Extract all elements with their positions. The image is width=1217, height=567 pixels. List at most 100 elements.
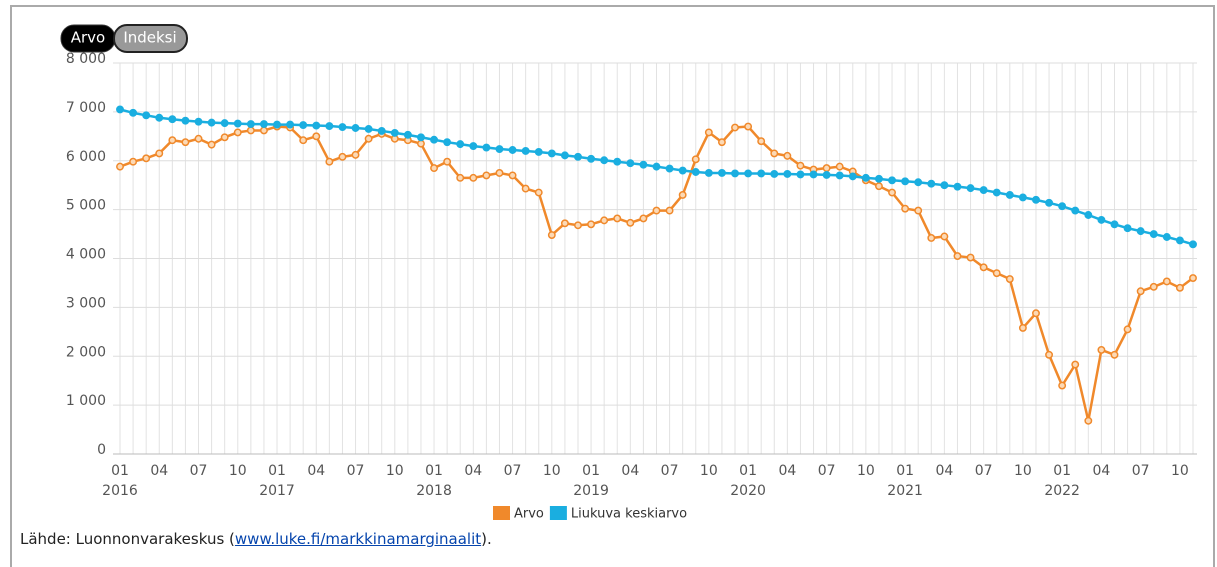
x-tick-label: 10 xyxy=(700,463,718,479)
data-point xyxy=(717,169,726,177)
data-point xyxy=(901,177,910,186)
y-tick-label: 5 000 xyxy=(66,198,106,214)
data-point xyxy=(1162,233,1171,241)
data-point xyxy=(888,188,896,197)
source-text: Lähde: Luonnonvarakeskus ( xyxy=(20,530,235,548)
data-point xyxy=(940,181,949,190)
x-tick-label: 07 xyxy=(661,463,679,479)
data-point xyxy=(704,128,713,137)
button-label[interactable]: Indeksi xyxy=(123,29,176,47)
data-point xyxy=(560,219,569,228)
legend-label: Liukuva keskiarvo xyxy=(571,507,687,522)
data-point xyxy=(233,128,242,137)
data-point xyxy=(417,139,425,148)
data-point xyxy=(508,171,517,180)
x-tick-label: 04 xyxy=(935,463,953,479)
data-point xyxy=(665,206,674,215)
data-point xyxy=(1071,206,1080,215)
data-point xyxy=(1189,240,1197,249)
data-point xyxy=(1032,309,1040,318)
y-tick-label: 7 000 xyxy=(66,100,106,116)
data-point xyxy=(875,182,883,191)
data-point xyxy=(1045,198,1054,207)
year-label: 2017 xyxy=(259,483,295,499)
data-point xyxy=(835,171,844,180)
data-point xyxy=(1136,287,1145,296)
data-point xyxy=(966,253,975,262)
data-point xyxy=(822,164,831,173)
data-point xyxy=(1149,230,1158,239)
x-tick-label: 04 xyxy=(150,463,168,479)
year-label: 2020 xyxy=(730,483,766,499)
data-point xyxy=(914,178,923,187)
data-point xyxy=(351,150,360,159)
data-point xyxy=(259,126,268,135)
data-point xyxy=(129,108,138,117)
data-point xyxy=(443,138,452,147)
data-point xyxy=(534,188,543,197)
data-point xyxy=(1005,191,1014,199)
legend-swatch xyxy=(549,506,567,520)
y-tick-label: 4 000 xyxy=(66,247,106,263)
x-tick-label: 01 xyxy=(425,463,443,479)
data-point xyxy=(469,173,478,182)
year-label: 2022 xyxy=(1044,483,1080,499)
data-point xyxy=(495,145,504,153)
data-point xyxy=(1058,202,1067,211)
button-label[interactable]: Arvo xyxy=(71,29,105,47)
data-point xyxy=(403,130,412,139)
data-point xyxy=(927,179,936,188)
x-tick-label: 04 xyxy=(1092,463,1110,479)
data-point xyxy=(652,162,661,171)
data-point xyxy=(574,221,582,230)
data-point xyxy=(508,146,517,154)
data-point xyxy=(116,162,124,171)
data-point xyxy=(1005,275,1014,283)
data-point xyxy=(600,156,609,165)
button-indeksi[interactable] xyxy=(113,24,188,53)
data-point xyxy=(665,164,674,173)
data-point xyxy=(168,115,177,124)
data-point xyxy=(587,154,596,163)
data-point xyxy=(116,105,124,114)
data-point xyxy=(835,162,844,171)
data-point xyxy=(286,120,295,129)
x-tick-label: 10 xyxy=(1171,463,1189,479)
x-tick-label: 01 xyxy=(582,463,600,479)
data-point xyxy=(731,123,739,132)
data-point xyxy=(1175,236,1184,245)
data-point xyxy=(246,120,255,129)
data-point xyxy=(351,124,360,132)
legend-swatch xyxy=(493,506,510,520)
x-tick-label: 10 xyxy=(857,463,875,479)
data-point xyxy=(796,161,805,170)
data-point xyxy=(364,125,373,133)
data-point xyxy=(770,149,779,158)
x-tick-label: 01 xyxy=(896,463,914,479)
x-tick-label: 01 xyxy=(739,463,757,479)
data-point xyxy=(482,171,491,180)
data-point xyxy=(338,123,347,131)
data-point xyxy=(979,186,988,195)
data-point xyxy=(181,138,190,147)
year-label: 2021 xyxy=(887,483,923,499)
data-point xyxy=(914,206,923,215)
data-point xyxy=(1071,360,1080,369)
source-link[interactable]: www.luke.fi/markkinamarginaalit xyxy=(234,530,482,548)
data-point xyxy=(1189,274,1197,282)
data-point xyxy=(587,220,596,229)
data-point xyxy=(744,122,753,131)
data-point xyxy=(875,174,883,183)
data-point xyxy=(1084,211,1093,219)
data-point xyxy=(979,263,988,272)
data-point xyxy=(547,231,556,239)
data-point xyxy=(142,154,151,163)
data-point xyxy=(940,232,949,241)
y-tick-label: 1 000 xyxy=(66,393,106,409)
data-point xyxy=(717,138,726,147)
data-point xyxy=(613,157,622,166)
legend-label: Arvo xyxy=(514,507,544,522)
data-point xyxy=(1110,220,1119,229)
x-tick-label: 01 xyxy=(111,463,129,479)
x-tick-label: 10 xyxy=(1014,463,1032,479)
